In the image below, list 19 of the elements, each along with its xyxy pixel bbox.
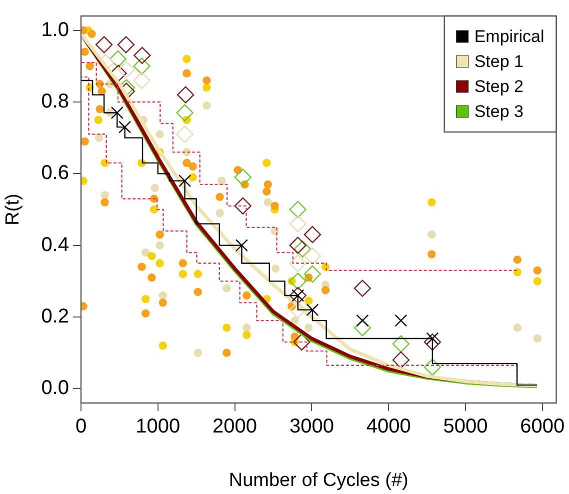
y-tick-label: 0.0 bbox=[41, 377, 69, 400]
x-tick-label: 0 bbox=[75, 416, 87, 438]
y-tick-label: 0.4 bbox=[41, 234, 69, 256]
x-tick-label: 3000 bbox=[289, 416, 334, 438]
y-tick-label: 0.2 bbox=[41, 306, 69, 328]
legend-label: Step 3 bbox=[474, 102, 524, 122]
legend-label: Empirical bbox=[474, 27, 544, 46]
x-tick-label: 6000 bbox=[520, 416, 565, 438]
x-axis-title: Number of Cycles (#) bbox=[228, 470, 408, 491]
y-tick-label: 0.6 bbox=[41, 162, 69, 184]
x-tick-label: 1000 bbox=[136, 416, 180, 438]
y-tick-label: 1.0 bbox=[41, 18, 69, 41]
x-tick-label: 5000 bbox=[443, 416, 488, 438]
x-tick-label: 4000 bbox=[366, 416, 411, 438]
y-tick-label: 0.8 bbox=[41, 90, 69, 113]
x-tick-label: 2000 bbox=[212, 416, 258, 438]
y-axis-title: R(t) bbox=[2, 194, 24, 226]
legend-label: Step 2 bbox=[474, 77, 524, 96]
legend-label: Step 1 bbox=[474, 52, 524, 72]
